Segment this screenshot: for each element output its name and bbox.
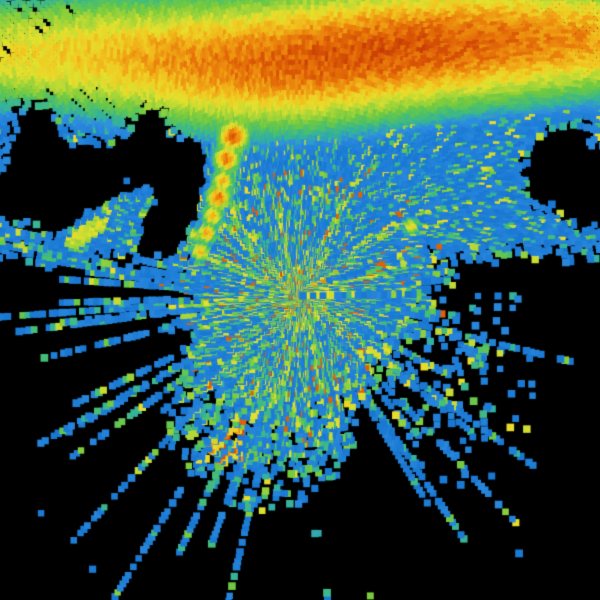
radar-image bbox=[0, 0, 600, 600]
radar-reflectivity-display bbox=[0, 0, 600, 600]
